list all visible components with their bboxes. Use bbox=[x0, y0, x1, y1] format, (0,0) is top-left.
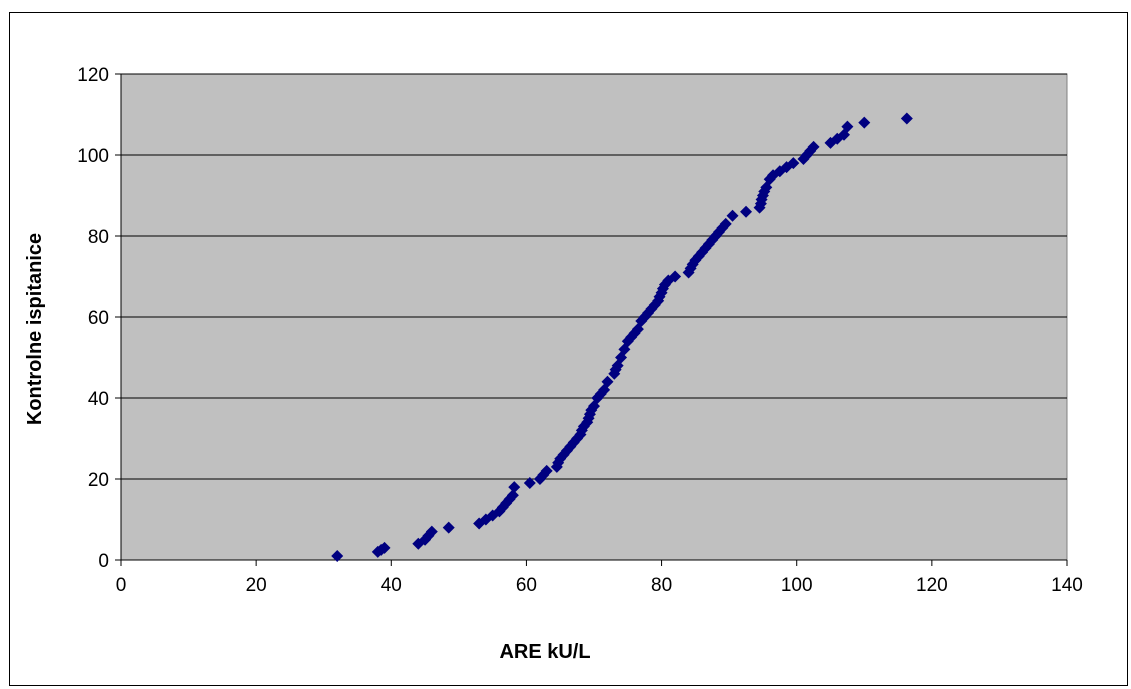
x-tick-label: 0 bbox=[116, 575, 127, 596]
data-point bbox=[726, 209, 739, 222]
data-point bbox=[331, 549, 344, 562]
x-axis-title: ARE kU/L bbox=[499, 641, 590, 663]
data-point bbox=[378, 541, 391, 554]
x-tick-label: 100 bbox=[781, 575, 813, 596]
x-tick-label: 120 bbox=[916, 575, 948, 596]
data-point bbox=[740, 205, 753, 218]
y-tick-label: 20 bbox=[88, 470, 109, 491]
y-tick-label: 80 bbox=[88, 227, 109, 248]
y-tick-label: 60 bbox=[88, 308, 109, 329]
data-point bbox=[719, 217, 732, 230]
data-point bbox=[442, 521, 455, 534]
x-tick-label: 20 bbox=[246, 575, 267, 596]
data-point bbox=[540, 464, 553, 477]
y-tick-label: 40 bbox=[88, 389, 109, 410]
data-point bbox=[425, 525, 438, 538]
data-point bbox=[506, 489, 519, 502]
chart-area: 0 20 40 60 80 100 120 0 20 40 60 80 100 120 140 ARE kU… bbox=[9, 12, 1128, 686]
data-point bbox=[787, 157, 800, 170]
x-tick-label: 60 bbox=[516, 575, 537, 596]
data-point bbox=[508, 481, 521, 494]
data-point bbox=[669, 270, 682, 283]
data-point bbox=[841, 120, 854, 133]
data-point bbox=[523, 477, 536, 490]
y-tick-label: 100 bbox=[77, 146, 109, 167]
y-axis-title: Kontrolne ispitanice bbox=[24, 233, 46, 425]
x-tick-label: 80 bbox=[651, 575, 672, 596]
scatter-chart: 0 20 40 60 80 100 120 0 20 40 60 80 100 120 140 ARE kU… bbox=[24, 65, 1083, 663]
y-tick-label: 120 bbox=[77, 65, 109, 86]
x-tick-label: 40 bbox=[381, 575, 402, 596]
data-point bbox=[807, 140, 820, 153]
data-point bbox=[858, 116, 871, 129]
data-point bbox=[900, 112, 913, 125]
x-tick-label: 140 bbox=[1051, 575, 1083, 596]
data-point bbox=[601, 375, 614, 388]
y-tick-label: 0 bbox=[98, 551, 109, 572]
